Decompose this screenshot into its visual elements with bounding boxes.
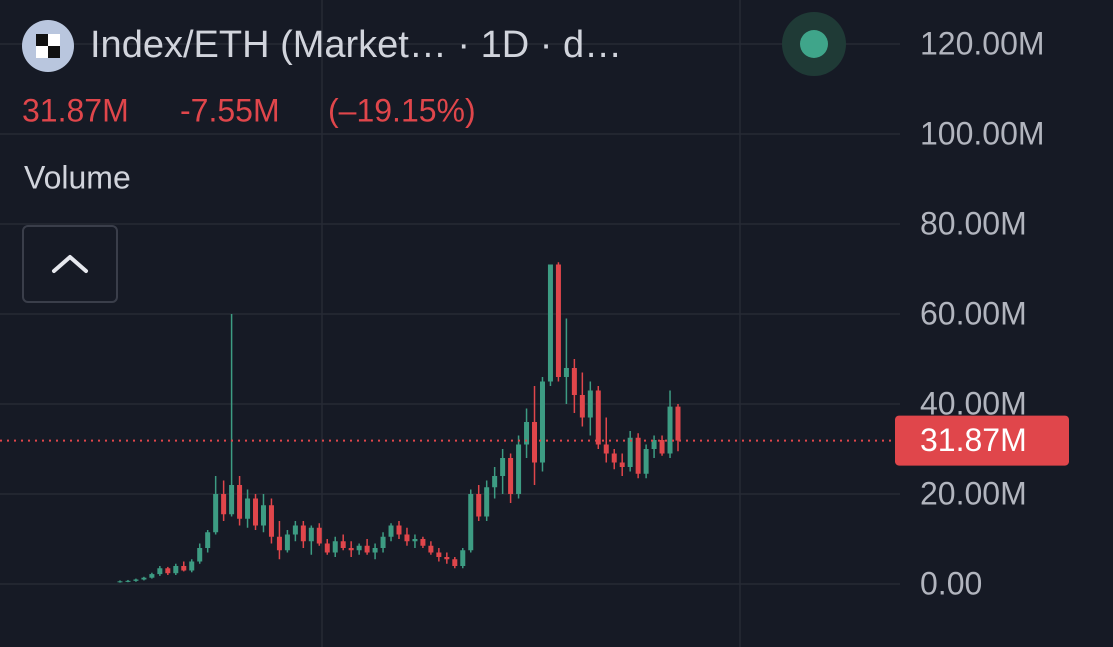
y-tick-label: 80.00M xyxy=(920,205,1027,241)
candle-body xyxy=(189,561,195,571)
candle-body xyxy=(141,577,147,580)
collapse-button[interactable] xyxy=(22,225,118,303)
candle-body xyxy=(125,580,131,582)
candle-body xyxy=(492,476,498,488)
candle-body xyxy=(253,498,259,526)
candle-body xyxy=(484,487,490,517)
candle-body xyxy=(611,453,617,463)
candle-body xyxy=(268,505,274,537)
candle-body xyxy=(117,581,123,583)
candle-body xyxy=(316,527,322,544)
candle-body xyxy=(340,541,346,548)
candle-body xyxy=(603,444,609,454)
status-dot xyxy=(800,30,828,58)
candle-body xyxy=(635,437,641,474)
candle-body xyxy=(547,264,553,382)
candle-body xyxy=(532,422,538,463)
candle-body xyxy=(213,494,219,533)
candle-body xyxy=(229,485,235,515)
symbol-title: Index/ETH (Market… · 1D · d… xyxy=(90,24,622,66)
indicator-name: Volume xyxy=(24,159,131,195)
last-value: 31.87M xyxy=(22,92,129,128)
candle-body xyxy=(276,536,282,551)
candle-body xyxy=(260,505,266,526)
change-percent: (–19.15%) xyxy=(328,92,476,128)
candle-body xyxy=(675,406,681,441)
candle-body xyxy=(500,458,506,476)
symbol-icon xyxy=(22,20,74,72)
y-tick-label: 120.00M xyxy=(920,25,1045,61)
candle-body xyxy=(396,525,402,535)
candle-body xyxy=(524,422,530,445)
candle-body xyxy=(237,485,243,519)
candle-body xyxy=(356,545,362,551)
candle-body xyxy=(571,368,577,395)
candle-body xyxy=(651,440,657,449)
candle-body xyxy=(284,534,290,551)
candle-body xyxy=(364,545,370,553)
y-tick-label: 0.00 xyxy=(920,565,982,601)
candle-body xyxy=(452,559,458,566)
candle-body xyxy=(587,390,593,418)
candle-body xyxy=(508,458,514,494)
candle-body xyxy=(436,552,442,557)
candle-body xyxy=(157,568,163,575)
candle-body xyxy=(563,368,569,377)
y-tick-label: 100.00M xyxy=(920,115,1045,151)
candle-body xyxy=(388,525,394,537)
candle-body xyxy=(165,568,171,574)
candle-body xyxy=(428,545,434,553)
candle-body xyxy=(627,437,633,467)
candle-body xyxy=(197,548,203,562)
y-tick-label: 60.00M xyxy=(920,295,1027,331)
candle-body xyxy=(221,494,227,515)
candle-body xyxy=(420,539,426,546)
candles xyxy=(117,262,681,583)
candle-body xyxy=(516,444,522,494)
candle-body xyxy=(595,390,601,445)
candle-body xyxy=(245,498,251,519)
candle-body xyxy=(412,539,418,542)
candle-body xyxy=(149,574,155,578)
candle-body xyxy=(332,541,338,553)
candle-body xyxy=(659,440,665,454)
candle-body xyxy=(205,532,211,548)
candle-body xyxy=(380,536,386,548)
candle-body xyxy=(539,381,545,463)
candle-body xyxy=(300,525,306,542)
candle-body xyxy=(476,494,482,517)
candle-body xyxy=(468,494,474,551)
candle-body xyxy=(643,449,649,474)
candle-body xyxy=(181,566,187,571)
candle-body xyxy=(460,550,466,566)
y-axis: 0.00 20.00M 40.00M 60.00M 80.00M 100.00M 120.0… xyxy=(920,25,1045,601)
grid xyxy=(0,43,900,585)
candle-body xyxy=(173,566,179,574)
candle-body xyxy=(308,527,314,542)
candle-body xyxy=(444,557,450,560)
change-value: -7.55M xyxy=(180,92,280,128)
candle-body xyxy=(133,579,139,581)
last-price-label: 31.87M xyxy=(920,422,1027,458)
y-tick-label: 20.00M xyxy=(920,475,1027,511)
y-tick-label: 40.00M xyxy=(920,385,1027,421)
candle-body xyxy=(292,525,298,535)
last-price-tag xyxy=(895,415,1069,466)
candle-body xyxy=(404,534,410,542)
candle-body xyxy=(324,543,330,553)
candle-body xyxy=(555,264,561,377)
candle-body xyxy=(619,462,625,467)
candle-body xyxy=(348,548,354,551)
candle-body xyxy=(667,406,673,454)
candle-body xyxy=(579,395,585,418)
candle-body xyxy=(372,548,378,553)
